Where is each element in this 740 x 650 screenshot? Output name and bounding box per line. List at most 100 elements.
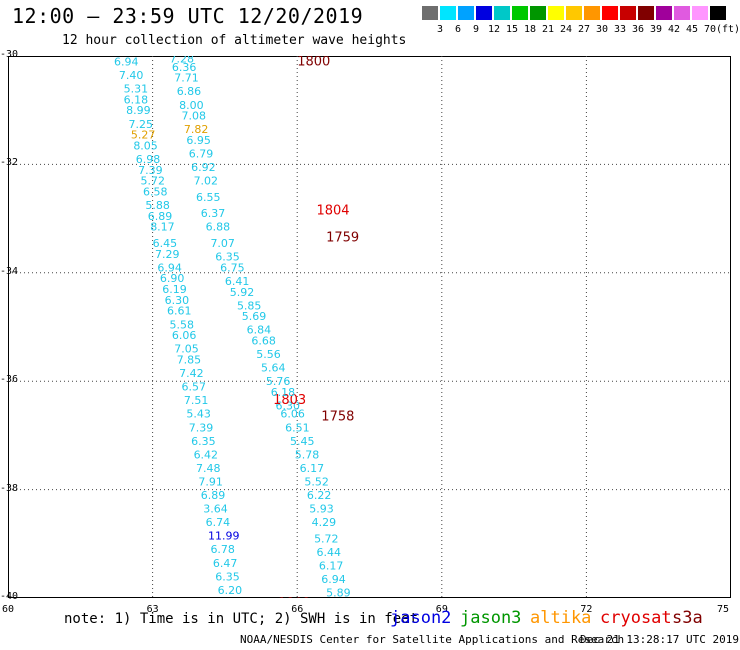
latitude-tick-label: -34 xyxy=(0,265,19,277)
swh-value-label: 5.72 xyxy=(314,532,339,545)
swh-value-label: 5.92 xyxy=(230,286,255,299)
color-scale-label: 9 xyxy=(472,24,480,35)
color-swatch xyxy=(440,6,456,20)
color-swatch xyxy=(476,6,492,20)
swh-value-label: 6.55 xyxy=(196,191,221,204)
swh-value-label: 5.89 xyxy=(326,587,351,598)
swh-value-label: 7.25 xyxy=(129,118,154,131)
color-scale-label: 3 xyxy=(436,24,444,35)
swh-value-label: 8.99 xyxy=(126,104,151,117)
swh-value-label: 5.64 xyxy=(261,362,286,375)
longitude-tick-label: 69 xyxy=(435,604,448,615)
longitude-tick-label: 60 xyxy=(2,604,15,615)
color-swatch xyxy=(710,6,726,20)
swh-value-label: 7.48 xyxy=(196,462,221,475)
swh-value-label: 6.51 xyxy=(285,421,310,434)
color-scale-label: 21 xyxy=(541,24,555,35)
satellite-legend-s3a: s3a xyxy=(672,608,703,628)
swh-value-label: 7.40 xyxy=(119,69,144,82)
longitude-tick-label: 63 xyxy=(146,604,159,615)
swh-value-label: 6.45 xyxy=(153,237,178,250)
swh-value-label: 7.39 xyxy=(138,164,163,177)
color-swatch xyxy=(566,6,582,20)
color-scale-label: 39 xyxy=(649,24,663,35)
swh-value-label: 6.74 xyxy=(206,516,231,529)
swh-value-label: 6.78 xyxy=(210,543,235,556)
swh-value-label: 6.06 xyxy=(280,408,305,421)
map-frame xyxy=(8,56,731,598)
color-scale-label: 36 xyxy=(631,24,645,35)
swh-value-label: 4.29 xyxy=(312,516,337,529)
color-scale-label: 6 xyxy=(454,24,462,35)
swh-value-label: 6.35 xyxy=(215,570,240,583)
swh-value-label: 6.61 xyxy=(167,305,192,318)
swh-value-label: 7.71 xyxy=(174,72,199,85)
color-swatch xyxy=(530,6,546,20)
color-swatch xyxy=(458,6,474,20)
swh-value-label: 6.68 xyxy=(251,335,276,348)
swh-value-label: 6.75 xyxy=(220,261,245,274)
swh-value-label: 6.30 xyxy=(276,400,301,413)
swh-value-label: 7.05 xyxy=(174,343,199,356)
color-swatch xyxy=(602,6,618,20)
color-swatch xyxy=(692,6,708,20)
latitude-tick-label: -36 xyxy=(0,374,19,386)
satellite-legend-jason2: jason2 xyxy=(390,608,452,628)
swh-value-label: 6.92 xyxy=(191,161,216,174)
swh-value-label: 8.17 xyxy=(150,221,175,234)
color-scale-label: 45 xyxy=(685,24,699,35)
footer-timestamp: Dec 21 13:28:17 UTC 2019 xyxy=(580,633,739,646)
swh-value-label: 6.36 xyxy=(172,61,197,74)
color-swatch xyxy=(638,6,654,20)
swh-value-label: 5.78 xyxy=(295,448,320,461)
swh-value-label: 6.37 xyxy=(201,207,226,220)
longitude-tick-label: 66 xyxy=(291,604,304,615)
swh-value-label: 6.58 xyxy=(143,186,168,199)
swh-value-label: 5.88 xyxy=(145,199,170,212)
latitude-tick-label: -30 xyxy=(0,49,19,60)
color-swatch xyxy=(584,6,600,20)
color-swatch xyxy=(494,6,510,20)
pass-time-label: 1759 xyxy=(326,231,359,246)
swh-value-label: 6.18 xyxy=(271,386,296,399)
swh-value-label: 6.19 xyxy=(162,283,187,296)
longitude-tick-label: 75 xyxy=(717,604,730,615)
swh-value-label: 7.82 xyxy=(184,123,209,136)
swh-value-label: 6.79 xyxy=(189,148,214,161)
map-subtitle: 12 hour collection of altimeter wave hei… xyxy=(62,33,407,48)
color-scale-label: 18 xyxy=(523,24,537,35)
swh-value-label: 6.57 xyxy=(182,381,207,394)
swh-value-label: 6.95 xyxy=(186,134,211,147)
pass-time-label: 1802 xyxy=(278,596,311,598)
longitude-tick-label: 72 xyxy=(580,604,593,615)
swh-value-label: 5.56 xyxy=(256,348,281,361)
swh-value-label: 7.39 xyxy=(189,421,214,434)
swh-value-label: 6.17 xyxy=(300,462,325,475)
pass-time-label: 1758 xyxy=(321,409,354,424)
swh-value-label: 5.93 xyxy=(309,503,334,516)
swh-value-label: 5.69 xyxy=(242,310,267,323)
swh-value-label: 6.35 xyxy=(215,251,240,264)
color-swatch xyxy=(512,6,528,20)
color-scale-label: 15 xyxy=(505,24,519,35)
color-scale-label: 42 xyxy=(667,24,681,35)
swh-value-label: 6.98 xyxy=(136,153,161,166)
swh-value-label: 6.20 xyxy=(218,584,243,597)
color-scale-label: 27 xyxy=(577,24,591,35)
swh-value-label: 6.89 xyxy=(201,489,226,502)
swh-value-label: 6.44 xyxy=(316,546,341,559)
swh-value-label: 6.88 xyxy=(206,221,231,234)
swh-value-label: 11.99 xyxy=(208,530,240,543)
swh-value-label: 6.90 xyxy=(160,272,185,285)
swh-value-label: 7.02 xyxy=(194,175,219,188)
swh-value-label: 6.18 xyxy=(124,93,148,106)
map-title: 12:00 – 23:59 UTC 12/20/2019 xyxy=(12,4,364,28)
swh-value-label: 7.29 xyxy=(155,248,180,261)
swh-value-label: 5.31 xyxy=(124,83,148,96)
latitude-tick-label: -32 xyxy=(0,157,19,169)
swh-value-label: 6.22 xyxy=(307,489,332,502)
swh-value-label: 6.06 xyxy=(172,329,197,342)
swh-value-label: 8.05 xyxy=(133,139,158,152)
swh-value-label: 6.90 xyxy=(220,597,245,598)
satellite-legend-cryosat: cryosat xyxy=(600,608,672,628)
